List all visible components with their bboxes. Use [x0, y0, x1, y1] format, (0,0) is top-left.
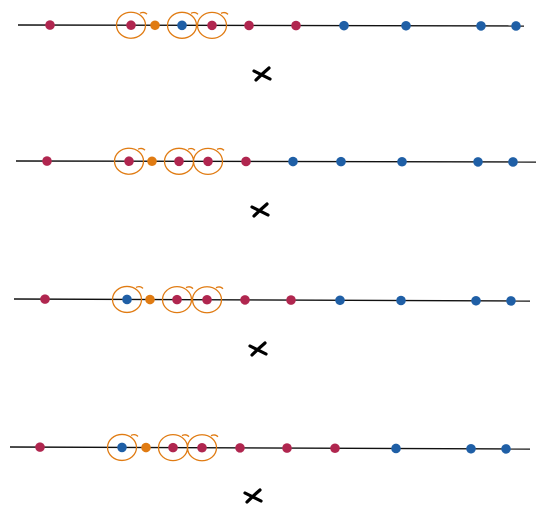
point-blue	[391, 443, 401, 454]
point-blue	[473, 157, 483, 167]
point-blue	[122, 294, 132, 305]
number-line-row	[13, 285, 531, 357]
point-orange	[147, 156, 157, 167]
point-blue	[117, 442, 127, 453]
number-line-row	[9, 433, 531, 504]
point-red	[172, 294, 182, 305]
point-blue	[401, 20, 411, 31]
highlight-ring-tail	[135, 285, 144, 289]
highlight-ring-tail	[187, 147, 196, 151]
point-red	[241, 156, 251, 167]
highlight-ring-tail	[220, 11, 229, 15]
highlight-ring	[192, 147, 224, 176]
x-mark-stroke	[252, 202, 269, 218]
x-mark-stroke	[250, 341, 267, 357]
x-mark-icon	[248, 341, 268, 357]
x-mark-icon	[250, 202, 270, 218]
point-blue	[501, 444, 511, 454]
highlight-ring-tail	[210, 434, 219, 438]
highlight-ring-tail	[137, 147, 146, 151]
point-blue	[506, 296, 516, 306]
point-orange	[141, 442, 151, 453]
x-mark-icon	[243, 488, 263, 504]
point-orange	[145, 294, 155, 305]
rows-group	[9, 11, 537, 504]
point-blue	[177, 20, 187, 31]
point-red	[197, 442, 207, 453]
point-red	[42, 156, 52, 166]
number-line	[13, 298, 531, 302]
point-red	[207, 20, 217, 31]
point-red	[286, 295, 296, 305]
highlight-ring-tail	[215, 286, 224, 290]
highlight-ring-tail	[130, 433, 139, 437]
number-line	[9, 446, 531, 450]
point-red	[244, 20, 254, 31]
highlight-ring-tail	[139, 11, 148, 15]
highlight-ring	[191, 286, 223, 314]
point-red	[235, 443, 245, 453]
point-red	[282, 443, 292, 453]
point-red	[35, 442, 45, 452]
point-red	[202, 294, 212, 305]
point-blue	[336, 156, 346, 167]
number-line-row	[15, 147, 537, 218]
x-mark-icon	[252, 66, 272, 82]
highlight-ring-tail	[190, 11, 199, 15]
point-blue	[339, 20, 349, 31]
point-blue	[397, 156, 407, 167]
number-line-row	[17, 11, 525, 82]
highlight-ring-tail	[216, 147, 225, 151]
point-red	[40, 294, 50, 304]
point-red	[124, 156, 134, 167]
highlight-ring	[196, 11, 228, 40]
highlight-ring	[186, 434, 218, 462]
number-line	[15, 160, 537, 163]
point-red	[330, 443, 340, 454]
point-red	[45, 20, 55, 30]
point-red	[203, 156, 213, 167]
highlight-ring	[166, 11, 198, 39]
point-red	[240, 295, 250, 305]
point-red	[126, 20, 136, 31]
point-blue	[508, 157, 518, 167]
highlight-ring-tail	[185, 286, 194, 290]
highlight-ring	[111, 285, 143, 314]
highlight-ring	[161, 285, 193, 314]
point-blue	[396, 295, 406, 306]
highlight-ring-tail	[181, 434, 190, 438]
highlight-ring	[115, 11, 147, 39]
x-mark-stroke	[245, 488, 262, 504]
highlight-ring	[106, 433, 138, 462]
point-blue	[466, 443, 476, 454]
point-red	[174, 156, 184, 167]
point-orange	[150, 20, 160, 31]
point-blue	[511, 21, 521, 31]
point-blue	[288, 156, 298, 167]
point-blue	[476, 21, 486, 31]
point-blue	[471, 295, 481, 306]
point-red	[291, 20, 301, 31]
point-red	[168, 442, 178, 453]
point-blue	[335, 295, 345, 306]
x-mark-stroke	[254, 66, 271, 82]
highlight-ring	[113, 147, 145, 175]
number-line	[17, 24, 525, 27]
